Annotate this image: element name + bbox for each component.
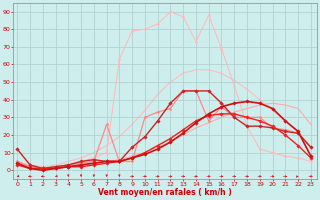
X-axis label: Vent moyen/en rafales ( km/h ): Vent moyen/en rafales ( km/h ) xyxy=(99,188,232,197)
